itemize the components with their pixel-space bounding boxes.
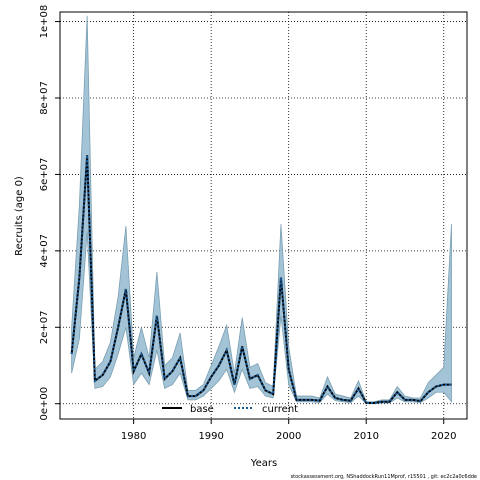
y-tick-label-3: 6e+07 [39,158,50,192]
x-tick-label-1: 1990 [198,431,223,442]
legend-label-current: current [262,404,298,415]
y-axis: 0e+00 2e+07 4e+07 6e+07 8e+07 1e+08 [39,5,60,421]
footer-note: stockassessment.org, NShaddockRun11Mprof… [291,474,477,480]
y-tick-label-1: 2e+07 [39,310,50,344]
x-tick-label-4: 2020 [431,431,456,442]
y-axis-title: Recruits (age 0) [14,176,25,256]
legend-label-base: base [190,404,214,415]
plot-frame [59,11,468,420]
x-axis: 1980 1990 2000 2010 2020 [121,419,456,442]
legend: base current [162,404,298,415]
series-lines [70,155,452,404]
x-tick-label-3: 2010 [353,431,378,442]
y-tick-label-0: 0e+00 [39,387,50,421]
y-tick-label-4: 8e+07 [39,81,50,115]
x-tick-label-2: 2000 [276,431,301,442]
y-tick-label-2: 4e+07 [39,234,50,268]
y-tick-label-5: 1e+08 [39,5,50,39]
x-tick-label-0: 1980 [121,431,146,442]
series-line-current [70,155,452,404]
x-axis-title: Years [250,458,277,469]
